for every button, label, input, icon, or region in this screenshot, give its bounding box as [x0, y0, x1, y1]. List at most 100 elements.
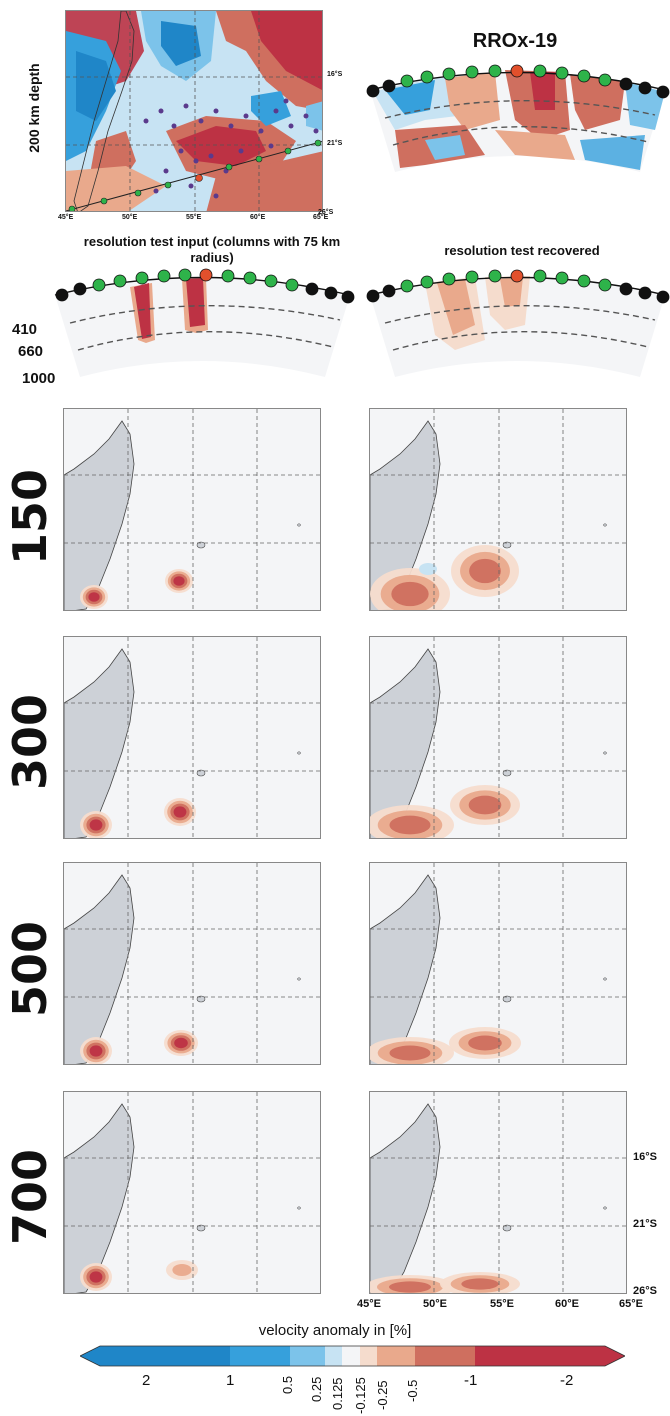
grid-lat-26: 26°S [633, 1285, 657, 1297]
colorbar-tick-0.5: 0.5 [280, 1375, 295, 1394]
colorbar-label: velocity anomaly in [%] [258, 1322, 412, 1339]
top-map-lon-50: 50°E [122, 214, 138, 221]
top-map-lat-21: 21°S [327, 140, 343, 147]
colorbar-segment [290, 1346, 325, 1366]
colorbar-tick-0.25: 0.25 [309, 1376, 324, 1402]
colorbar-segment [325, 1346, 342, 1366]
anomaly-blob-slow [391, 581, 429, 607]
reunion-island [196, 541, 206, 549]
top-velocity-map [65, 10, 323, 212]
input-map-depth-500 [63, 862, 321, 1065]
top-map-lon-60: 60°E [250, 214, 266, 221]
colorbar-tick-neg0.5: -0.5 [405, 1379, 420, 1402]
depth-row-label-500: 500 [3, 920, 57, 1018]
map-panel-svg [64, 637, 320, 838]
colorbar-segment [100, 1346, 230, 1366]
colorbar-tick-2: 2 [142, 1372, 151, 1389]
map-panel-svg [64, 409, 320, 610]
top-map-lon-55: 55°E [186, 214, 202, 221]
recovered-map-depth-500 [369, 862, 627, 1065]
anomaly-blob-slow [468, 1035, 502, 1051]
colorbar-segment [230, 1346, 290, 1366]
rodrigues-island [603, 523, 607, 527]
anomaly-blob-slow [389, 1045, 431, 1061]
reunion-island [196, 995, 206, 1003]
top-map-lat-16: 16°S [327, 71, 343, 78]
anomaly-blob-slow [174, 1037, 188, 1049]
map-panel-svg [370, 1092, 626, 1293]
resolution-recovered-title: resolution test recovered [444, 243, 600, 258]
anomaly-blob-slow [172, 1264, 192, 1276]
rodrigues-island [603, 751, 607, 755]
depth-row-label-700: 700 [3, 1148, 57, 1246]
colorbar-segment [415, 1346, 475, 1366]
grid-lon-65: 65°E [619, 1298, 643, 1310]
resolution-input-title: resolution test input (columns with 75 k… [83, 234, 341, 265]
colorbar-tick-neg2: -2 [560, 1372, 574, 1389]
colorbar-segment [360, 1346, 377, 1366]
anomaly-blob-slow [89, 819, 103, 831]
map-panel-svg [64, 863, 320, 1064]
grid-lon-45: 45°E [357, 1298, 381, 1310]
colorbar-tick-1: 1 [226, 1372, 235, 1389]
grid-lon-55: 55°E [490, 1298, 514, 1310]
colorbar [80, 1345, 625, 1367]
colorbar-segment [377, 1346, 415, 1366]
rodrigues-island [603, 977, 607, 981]
map-panel-svg [370, 637, 626, 838]
grid-lat-21: 21°S [633, 1218, 657, 1230]
anomaly-blob-slow [468, 795, 502, 815]
anomaly-blob-slow [89, 1271, 103, 1283]
top-map-lon-65: 65°E [313, 214, 329, 221]
colorbar-tick-neg0.25: -0.25 [375, 1380, 390, 1410]
map-panel-svg [370, 409, 626, 610]
recovered-map-depth-300 [369, 636, 627, 839]
reunion-island [196, 769, 206, 777]
model-cross-section [366, 64, 670, 172]
anomaly-blob-slow [389, 1281, 431, 1293]
rodrigues-island [297, 523, 301, 527]
reunion-island [196, 1224, 206, 1232]
grid-lat-16: 16°S [633, 1151, 657, 1163]
colorbar-tick-0.125: 0.125 [330, 1377, 345, 1410]
colorbar-extend-slow [605, 1346, 625, 1366]
colorbar-segment [342, 1346, 360, 1366]
anomaly-blob-slow [173, 576, 185, 586]
anomaly-blob-slow [89, 1045, 103, 1057]
depth-row-label-150: 150 [3, 468, 57, 566]
resolution-input-section [54, 268, 355, 377]
anomaly-blob-slow [461, 1278, 499, 1290]
anomaly-blob-slow [88, 592, 100, 602]
grid-lon-60: 60°E [555, 1298, 579, 1310]
map-panel-svg [64, 1092, 320, 1293]
reunion-island [502, 769, 512, 777]
rodrigues-island [297, 977, 301, 981]
input-map-depth-300 [63, 636, 321, 839]
reunion-island [502, 995, 512, 1003]
depth-label-410: 410 [12, 321, 38, 338]
anomaly-blob-slow [173, 806, 187, 818]
top-map-depth-label: 200 km depth [26, 63, 42, 153]
recovered-map-depth-150 [369, 408, 627, 611]
depth-label-1000: 1000 [22, 370, 56, 387]
rodrigues-island [297, 751, 301, 755]
resolution-recovered-section [366, 269, 670, 377]
rodrigues-island [297, 1206, 301, 1210]
colorbar-extend-fast [80, 1346, 100, 1366]
colorbar-tick-neg1: -1 [464, 1372, 478, 1389]
reunion-island [502, 1224, 512, 1232]
depth-label-660: 660 [18, 343, 44, 360]
map-panel-svg [370, 863, 626, 1064]
input-map-depth-700 [63, 1091, 321, 1294]
depth-row-label-300: 300 [3, 693, 57, 791]
top-map-lon-45: 45°E [58, 214, 74, 221]
model-title: RROx-19 [472, 30, 558, 52]
rodrigues-island [603, 1206, 607, 1210]
anomaly-blob-fast [419, 563, 437, 575]
grid-lon-50: 50°E [423, 1298, 447, 1310]
top-map-svg [66, 11, 322, 211]
top-map-lat-26: 26°S [318, 209, 334, 216]
recovered-map-depth-700 [369, 1091, 627, 1294]
anomaly-blob-slow [469, 558, 501, 584]
colorbar-segment [475, 1346, 605, 1366]
